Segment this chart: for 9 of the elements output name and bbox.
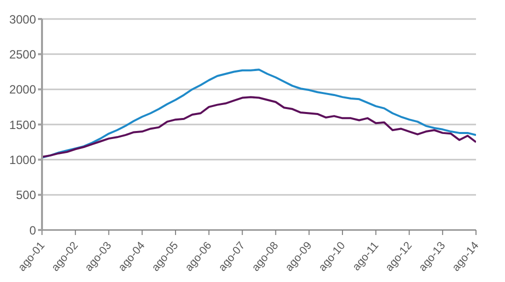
y-tick-label: 500 [16, 188, 36, 202]
line-series [42, 96, 476, 158]
y-tick-label: 1500 [9, 118, 36, 132]
y-tick-label: 2500 [9, 47, 36, 62]
y-tick-label: 3000 [9, 12, 36, 26]
y-tick-label: 2000 [9, 82, 36, 97]
y-tick-label: 1000 [9, 152, 36, 167]
line-series [42, 68, 476, 159]
y-tick-label: 0 [29, 223, 36, 238]
